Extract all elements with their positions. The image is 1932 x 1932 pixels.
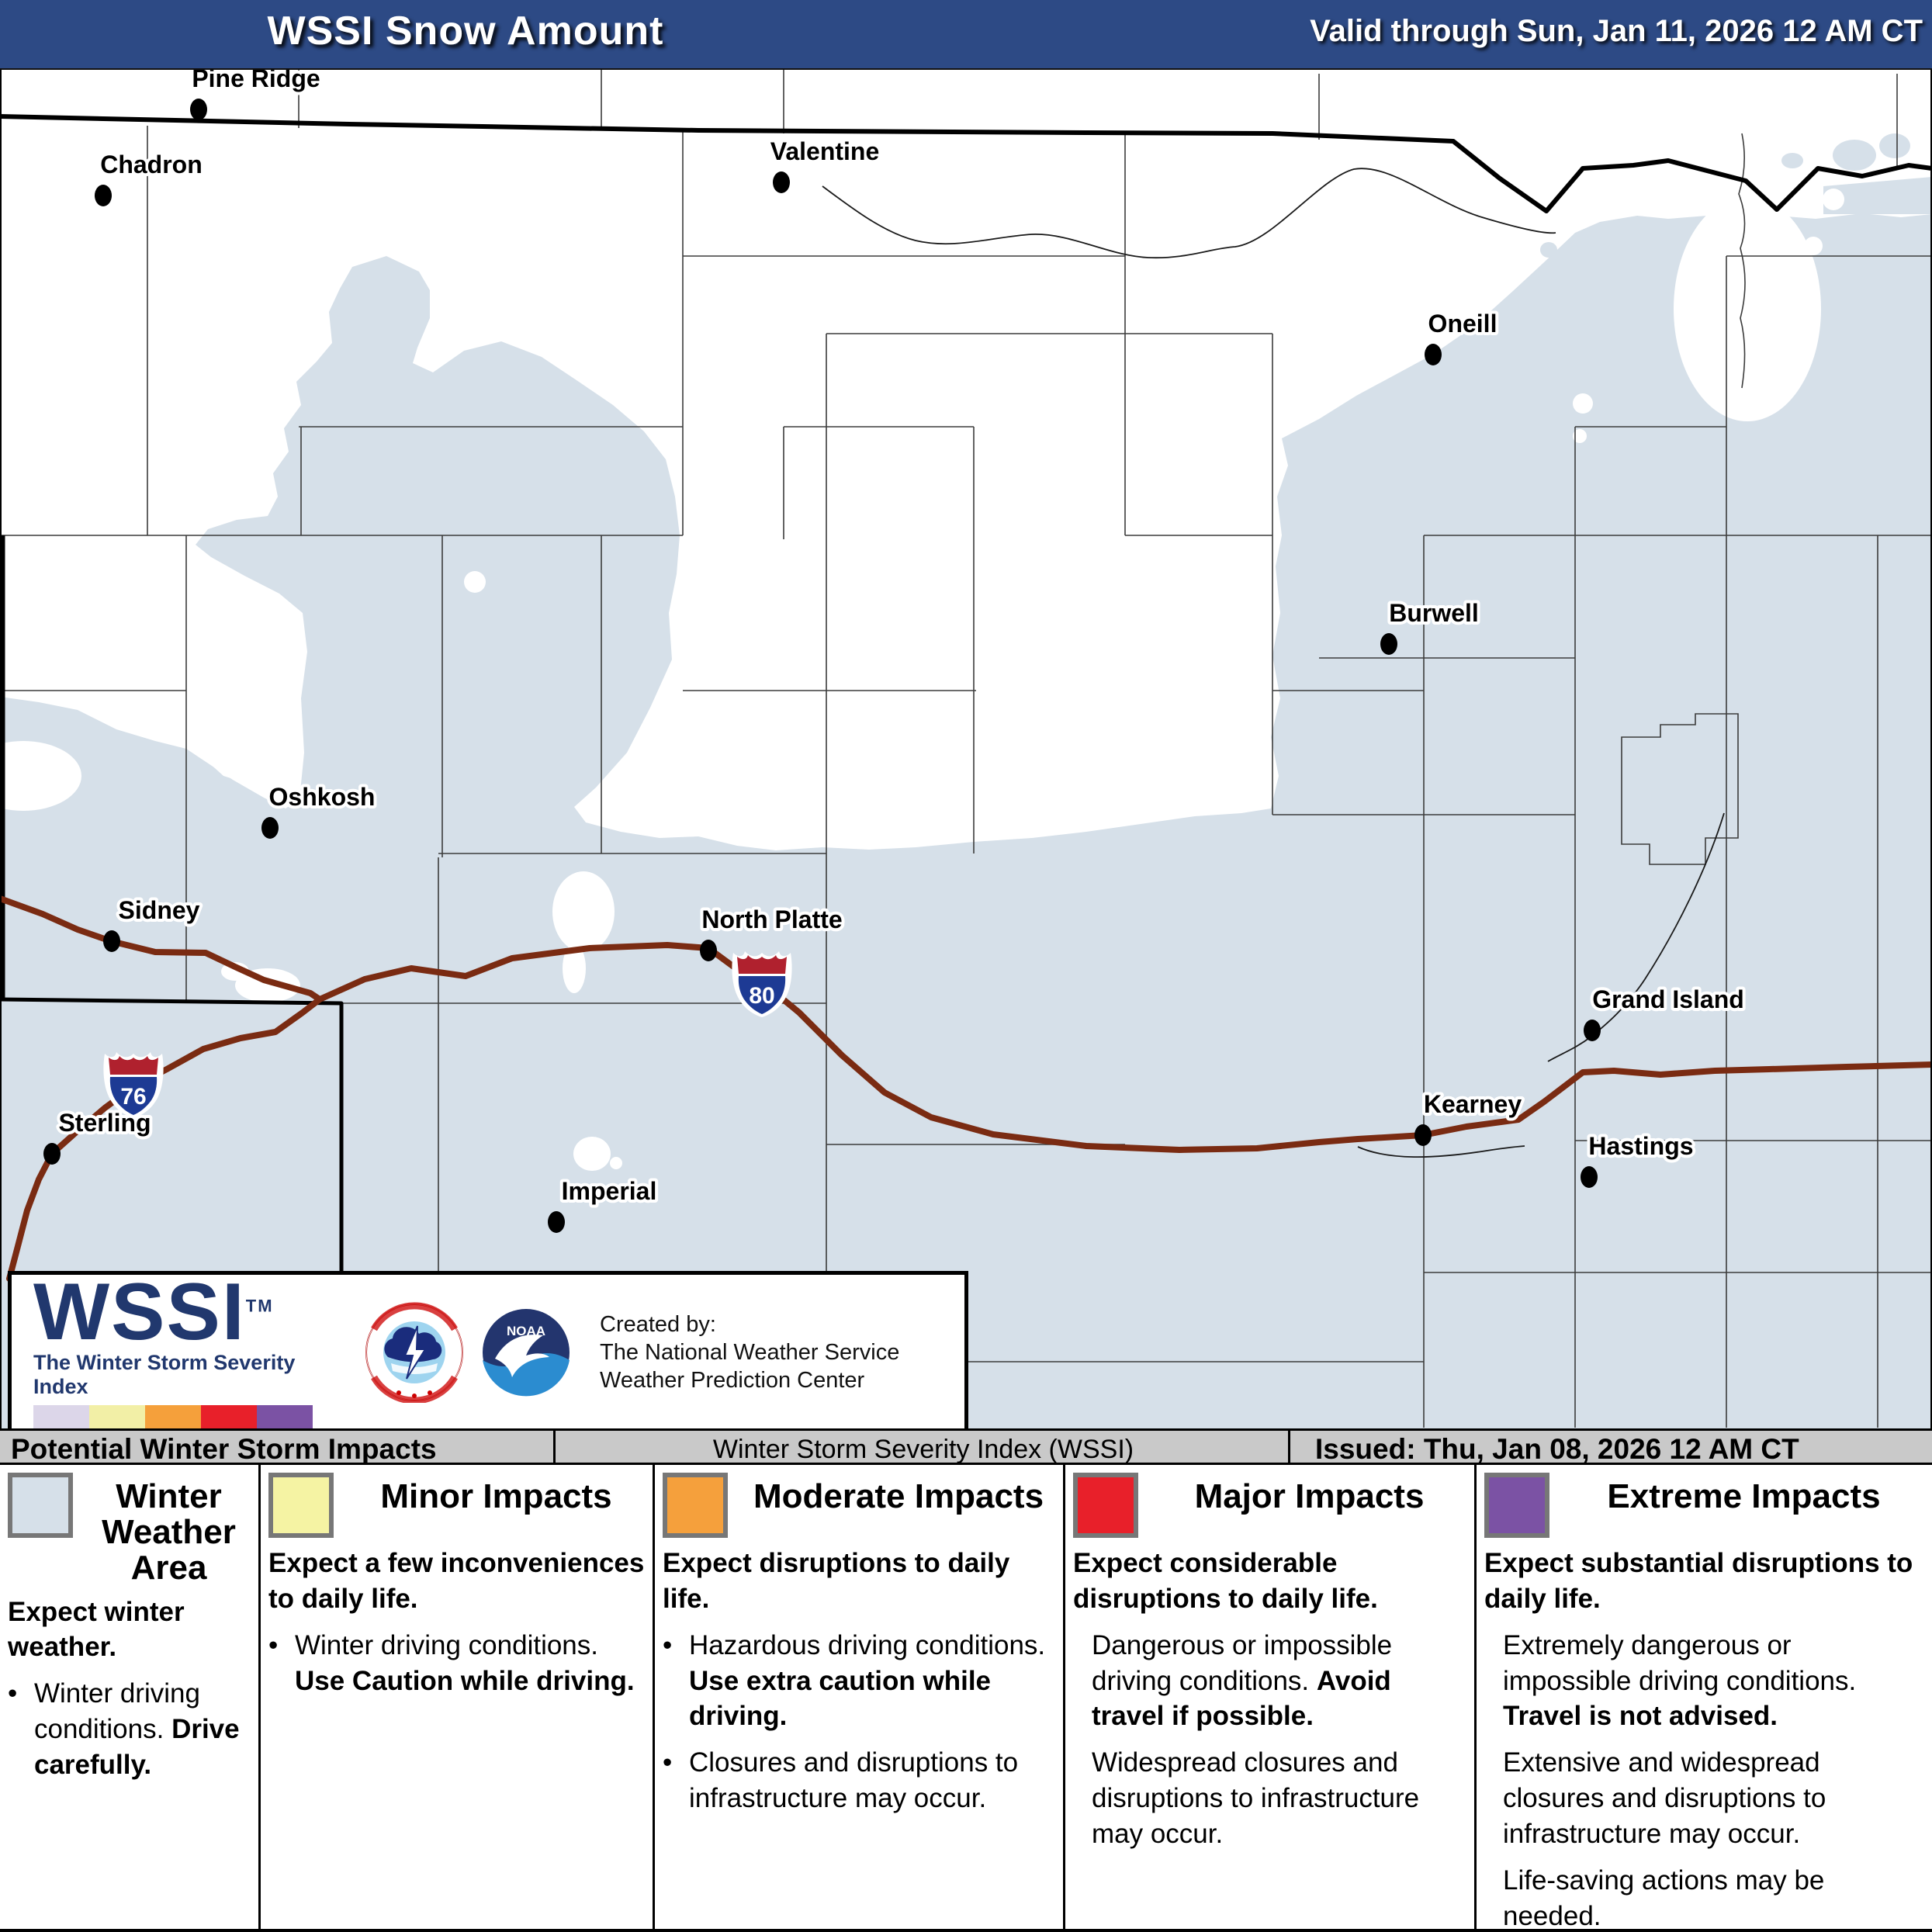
- city-dot-sidney: [103, 930, 120, 952]
- city-dot-chadron: [95, 185, 112, 206]
- nws-logo-icon: [365, 1302, 463, 1403]
- city-dot-pine-ridge: [190, 99, 207, 120]
- city-label-imperial: Imperial: [562, 1177, 657, 1205]
- city-label-hastings: Hastings: [1588, 1132, 1693, 1160]
- interstate-80-line: [0, 895, 1932, 1153]
- legend-bar-subtitle: Winter Storm Severity Index (WSSI): [712, 1435, 1134, 1464]
- city-label-oneill: Oneill: [1428, 310, 1497, 338]
- svg-text:80: 80: [749, 983, 774, 1009]
- minor-impacts-swatch: [268, 1473, 334, 1538]
- legend-column-minor: Minor Impacts Expect a few inconvenience…: [261, 1465, 653, 1932]
- city-dot-valentine: [773, 171, 790, 193]
- page-title: WSSI Snow Amount: [267, 9, 664, 54]
- city-label-grand-island: Grand Island: [1592, 985, 1744, 1013]
- extreme-impacts-swatch: [1484, 1473, 1549, 1538]
- svg-text:NOAA: NOAA: [507, 1324, 545, 1338]
- trademark-symbol: TM: [245, 1296, 274, 1316]
- city-label-kearney: Kearney: [1424, 1090, 1522, 1118]
- legend-column-moderate: Moderate Impacts Expect disruptions to d…: [655, 1465, 1063, 1932]
- legend-bar-divider: [553, 1431, 556, 1463]
- city-dot-oshkosh: [261, 817, 279, 839]
- city-label-chadron: Chadron: [100, 151, 203, 178]
- city-dot-oneill: [1425, 344, 1442, 365]
- city-dot-imperial: [548, 1211, 565, 1233]
- valid-through-text: Valid through Sun, Jan 11, 2026 12 AM CT: [1310, 14, 1923, 48]
- city-label-valentine: Valentine: [770, 137, 880, 165]
- interstate-80-shield-icon: 80: [732, 951, 792, 1017]
- city-dot-kearney: [1414, 1124, 1432, 1146]
- wssi-wordmark: WSSI: [33, 1267, 246, 1358]
- major-impacts-swatch: [1073, 1473, 1138, 1538]
- map-area: 80 76 Pine Ridge Chadron Valentine Oneill Bur…: [0, 61, 1932, 1432]
- interstate-76-shield-icon: 76: [103, 1052, 164, 1118]
- county-lines: [0, 70, 1932, 1428]
- wssi-tagline: The Winter Storm Severity Index: [33, 1350, 296, 1398]
- title-bar: WSSI Snow Amount Valid through Sun, Jan …: [0, 0, 1932, 70]
- wssi-severity-colorbar: [33, 1404, 313, 1428]
- wssi-logo: WSSITM The Winter Storm Severity Index: [33, 1272, 336, 1428]
- legend-bar-title: Potential Winter Storm Impacts: [11, 1433, 437, 1465]
- city-dot-north-platte: [700, 940, 717, 961]
- city-dot-burwell: [1380, 633, 1397, 655]
- legend-title-bar: Potential Winter Storm Impacts Winter St…: [0, 1428, 1932, 1465]
- legend-column-extreme: Extreme Impacts Expect substantial disru…: [1477, 1465, 1932, 1932]
- legend-column-major: Major Impacts Expect considerable disrup…: [1065, 1465, 1474, 1932]
- svg-text:76: 76: [120, 1084, 146, 1110]
- city-dot-sterling: [43, 1143, 61, 1165]
- city-label-oshkosh: Oshkosh: [269, 783, 376, 811]
- wssi-logo-box: WSSITM The Winter Storm Severity Index N…: [8, 1271, 968, 1434]
- city-label-north-platte: North Platte: [701, 905, 842, 933]
- winter-weather-swatch: [8, 1473, 73, 1538]
- impact-legend: Winter Weather Area Expect winter weathe…: [0, 1465, 1932, 1932]
- city-label-sidney: Sidney: [119, 896, 200, 924]
- city-label-burwell: Burwell: [1389, 599, 1479, 627]
- legend-column-winter-weather: Winter Weather Area Expect winter weathe…: [0, 1465, 258, 1932]
- city-label-sterling: Sterling: [58, 1109, 151, 1137]
- moderate-impacts-swatch: [663, 1473, 728, 1538]
- city-dot-hastings: [1581, 1166, 1598, 1188]
- interstate-shields: 80 76: [103, 951, 792, 1118]
- rivers: [822, 168, 1725, 1158]
- created-by-text: Created by: The National Weather Service…: [600, 1311, 900, 1394]
- noaa-logo-icon: NOAA: [478, 1304, 574, 1401]
- legend-bar-divider: [1288, 1431, 1290, 1463]
- city-dot-grand-island: [1584, 1020, 1601, 1041]
- issued-timestamp: Issued: Thu, Jan 08, 2026 12 AM CT: [1315, 1433, 1799, 1465]
